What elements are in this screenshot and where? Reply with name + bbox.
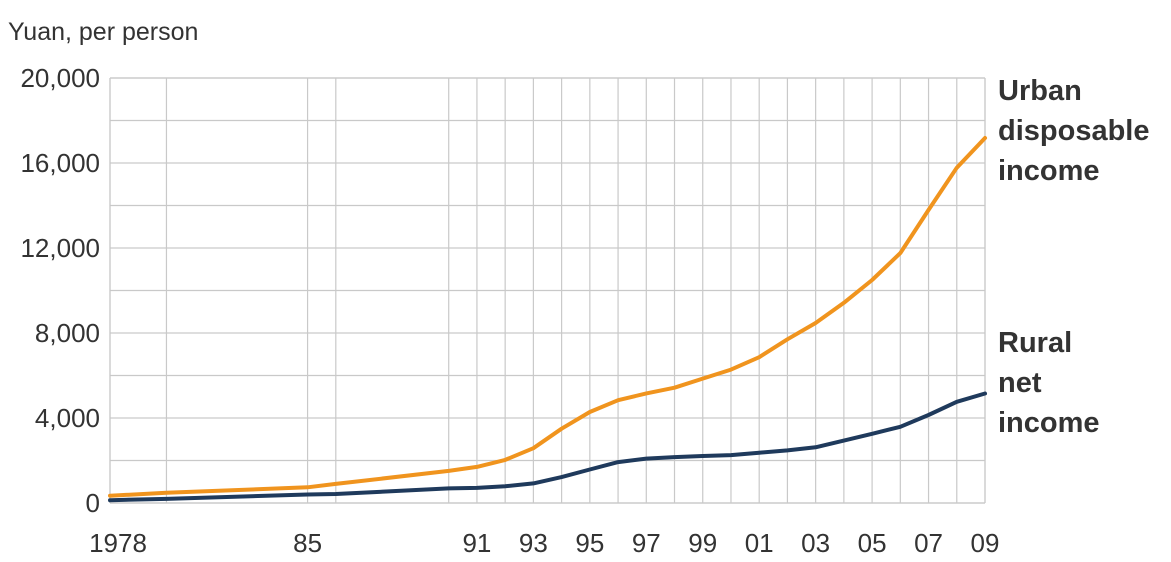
y-axis-title: Yuan, per person [8, 18, 198, 46]
series-label-rural: Rural [998, 327, 1072, 359]
x-tick-label: 01 [745, 528, 774, 557]
x-tick-labels: 1978 85 91 93 95 97 99 01 03 05 07 09 [89, 528, 1000, 558]
series-label-urban: income [998, 155, 1100, 187]
y-tick-label: 12,000 [20, 233, 100, 263]
x-tick-label: 09 [971, 528, 1000, 557]
series-label-rural: net [998, 367, 1042, 399]
series-label-urban: disposable [998, 115, 1150, 147]
x-tick-label: 97 [632, 528, 661, 557]
y-tick-label: 16,000 [20, 148, 100, 178]
series-label-rural: income [998, 407, 1100, 439]
grid [109, 77, 986, 504]
x-tick-label: 93 [519, 528, 548, 557]
y-tick-label: 20,000 [20, 63, 100, 93]
x-tick-label: 85 [293, 528, 322, 557]
series-line-rural [108, 391, 987, 503]
x-tick-label: 1978 [89, 528, 147, 557]
series-labels: Urban disposable income Rural net income [998, 75, 1150, 439]
x-tick-label: 05 [858, 528, 887, 557]
x-tick-label: 99 [688, 528, 717, 557]
y-tick-labels: 0 4,000 8,000 12,000 16,000 20,000 [20, 63, 100, 518]
x-tick-label: 91 [462, 528, 491, 557]
series-line-urban [108, 136, 987, 498]
series-label-urban: Urban [998, 75, 1082, 107]
y-tick-label: 0 [86, 488, 100, 518]
x-tick-label: 03 [801, 528, 830, 557]
y-tick-label: 4,000 [35, 403, 100, 433]
x-tick-label: 95 [575, 528, 604, 557]
x-tick-label: 07 [914, 528, 943, 557]
y-tick-label: 8,000 [35, 318, 100, 348]
series-lines [108, 136, 987, 503]
